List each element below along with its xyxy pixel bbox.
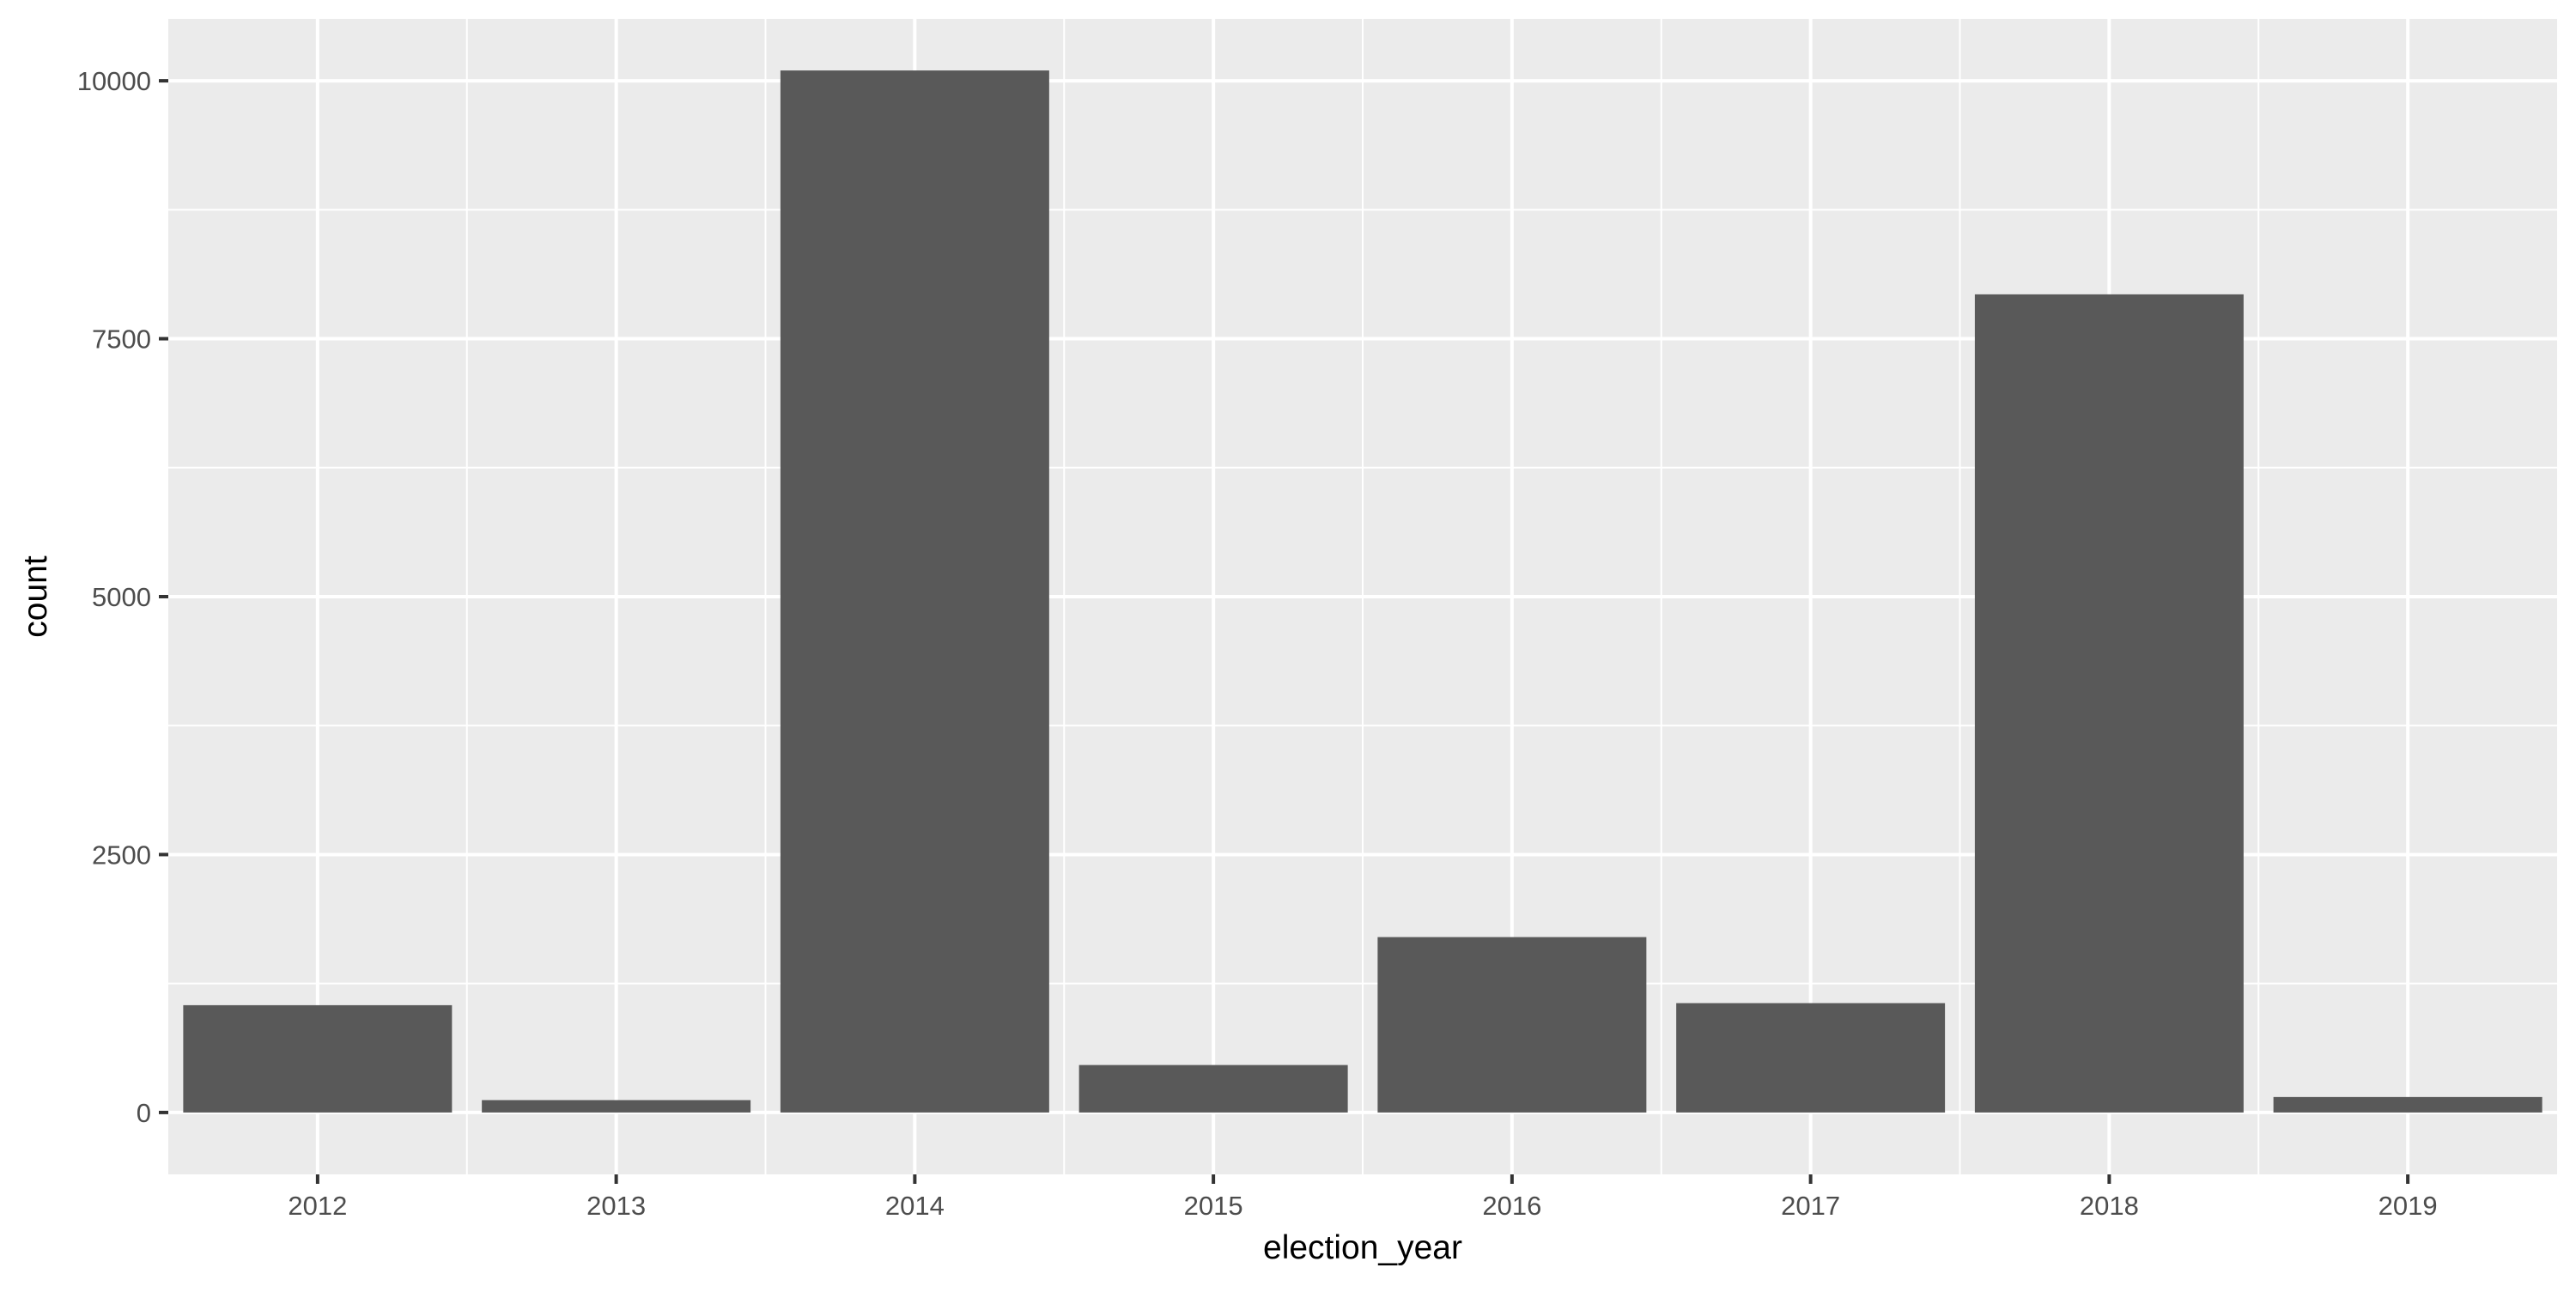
x-axis-title: election_year [1263,1229,1462,1266]
x-tick-label: 2017 [1781,1191,1840,1221]
bar-2014 [780,70,1049,1113]
y-tick-label: 10000 [77,66,151,96]
y-tick-label: 2500 [92,840,151,870]
x-tick-label: 2013 [586,1191,646,1221]
bars [183,70,2543,1113]
bar-2015 [1078,1065,1348,1113]
x-tick-label: 2012 [288,1191,347,1221]
x-axis-ticks: 2012 2013 2014 2015 2016 2017 2018 2019 [288,1174,2438,1221]
x-tick-label: 2016 [1482,1191,1541,1221]
bar-2012 [183,1004,453,1113]
y-axis-ticks: 0 2500 5000 7500 10000 [77,66,168,1128]
bar-2019 [2273,1096,2543,1113]
y-axis-title: count [17,555,54,638]
bar-2013 [482,1100,751,1113]
y-tick-label: 0 [137,1098,151,1128]
x-tick-label: 2019 [2379,1191,2438,1221]
x-tick-label: 2014 [885,1191,945,1221]
x-tick-label: 2018 [2080,1191,2139,1221]
bar-2016 [1377,937,1647,1113]
bar-2018 [1974,294,2244,1113]
x-tick-label: 2015 [1184,1191,1243,1221]
y-tick-label: 7500 [92,325,151,355]
y-tick-label: 5000 [92,582,151,612]
bar-2017 [1676,1003,1946,1113]
